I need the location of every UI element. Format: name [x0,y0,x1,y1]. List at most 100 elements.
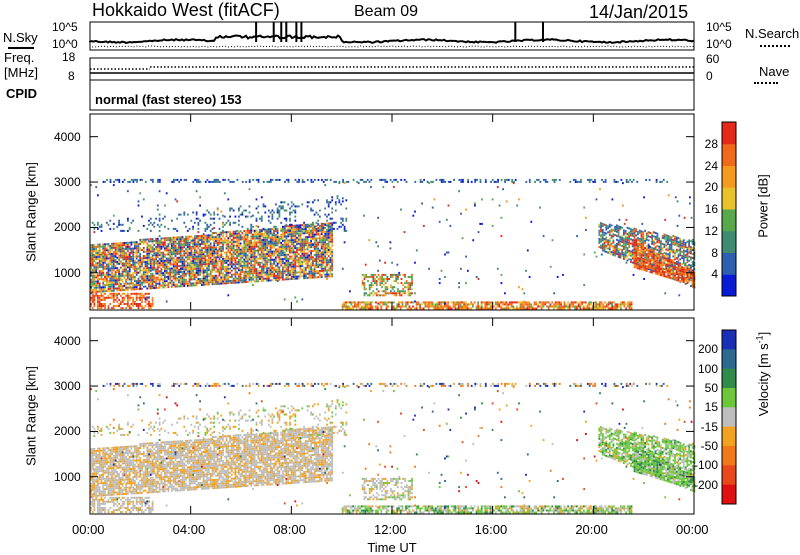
power-cell [141,280,143,282]
power-cell [305,263,307,265]
power-cell [166,270,168,272]
power-cell [97,250,99,252]
power-cell [476,308,478,310]
power-cell [307,238,309,240]
power-cell [127,248,129,250]
power-cell [109,263,111,265]
power-cell [280,250,282,252]
power-cell [462,306,464,308]
power-cell [331,243,333,245]
power-cell [113,273,115,275]
power-cell [305,240,307,242]
power-cell [122,269,124,271]
power-cell [317,250,319,252]
power-cell [97,299,99,301]
power-cell [196,266,198,268]
power-cell [374,280,376,282]
power-cell [226,272,228,274]
power-cell [235,241,237,243]
power-cell [132,293,134,295]
power-cell [412,301,414,303]
power-cell [319,254,321,256]
power-cell [681,251,683,253]
power-cell [217,240,219,242]
power-cell [660,240,662,242]
power-cell [168,262,170,264]
power-cell [215,236,217,238]
power-cell [323,270,325,272]
power-cell [272,245,274,247]
power-cell [667,239,669,241]
power-cell [196,256,198,258]
power-cell [301,249,303,251]
power-cell [152,246,154,248]
power-cell [293,278,295,280]
power-cell [527,308,529,310]
power-cell [608,308,610,310]
power-cell [101,286,103,288]
power-cell [268,269,270,271]
power-cell [132,299,134,301]
power-cell [321,247,323,249]
power-cell [294,276,296,278]
freq-panel [90,58,694,80]
power-cell [572,301,574,303]
power-cell [102,305,104,307]
power-cell [303,259,305,261]
power-cell [550,303,552,305]
power-cell [175,263,177,265]
power-cell [345,220,347,222]
power-cell [366,306,368,308]
power-cell [331,259,333,261]
power-cell [476,306,478,308]
power-cell [125,273,127,275]
power-cell [620,248,622,250]
power-cell [567,308,569,310]
power-cell [655,236,657,238]
power-cell [217,238,219,240]
power-cell [365,301,367,303]
power-cell [324,270,326,272]
power-cell [109,245,111,247]
power-cell [625,257,627,259]
power-cell [183,214,185,216]
power-cell [102,262,104,264]
power-cell [305,275,307,277]
power-cell [683,248,685,250]
power-cell [300,243,302,245]
power-cell [118,275,120,277]
power-cell [594,306,596,308]
power-cell [409,286,411,288]
power-cell [342,306,344,308]
power-cell [141,278,143,280]
power-cell [176,259,178,261]
power-cell [616,245,618,247]
power-cell [190,236,192,238]
power-cell [289,241,291,243]
power-cell [289,208,291,210]
power-cell [642,237,644,239]
power-cell [268,210,270,212]
power-cell [623,246,625,248]
power-cell [243,210,245,212]
power-cell [287,270,289,272]
power-cell [178,238,180,240]
power-cell [109,253,111,255]
power-cell [266,241,268,243]
power-cell [162,260,164,262]
power-cell [108,295,110,297]
power-cell [270,222,272,224]
power-cell [458,306,460,308]
power-cell [687,241,689,243]
power-cell [219,228,221,230]
power-cell [635,259,637,261]
power-cell [543,301,545,303]
power-cell [146,293,148,295]
power-cell [101,305,103,307]
power-cell [199,264,201,266]
power-cell [319,276,321,278]
power-cell [94,289,96,291]
power-cell [152,265,154,267]
power-cell [416,303,418,305]
power-cell [266,263,268,265]
